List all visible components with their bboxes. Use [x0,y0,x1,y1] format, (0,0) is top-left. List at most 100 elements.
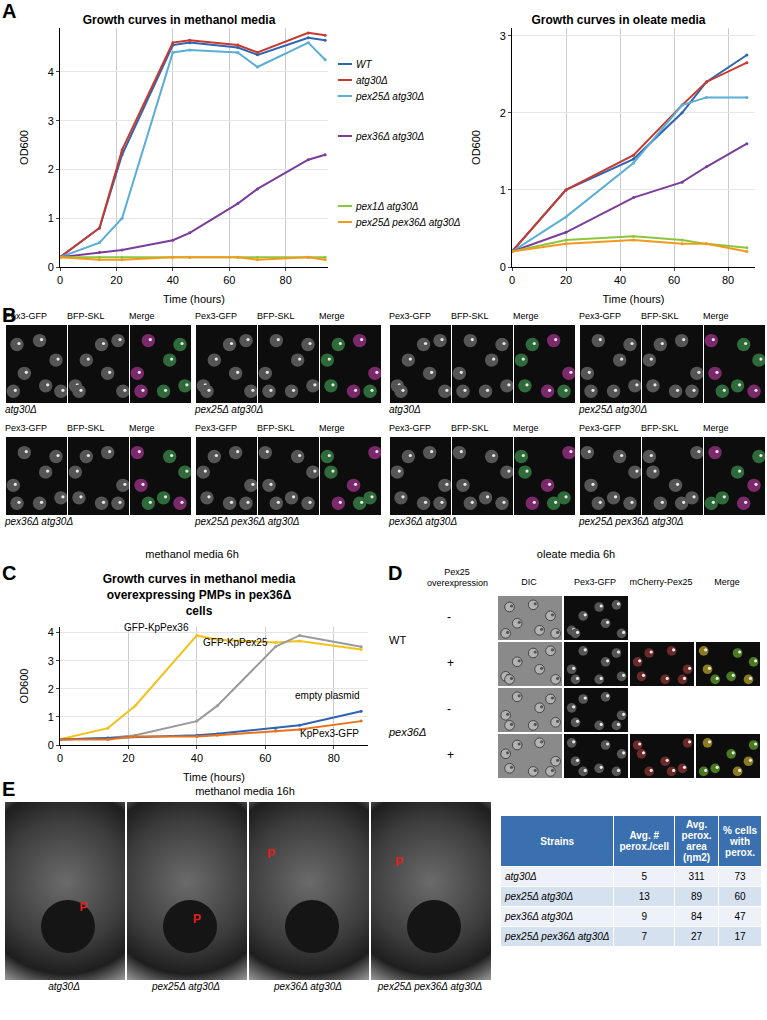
svg-text:0: 0 [48,739,54,751]
html-text:pex25Δ atg30Δ: pex25Δ atg30Δ [195,404,264,415]
html-text:WT: WT [389,634,407,646]
html-text:311: 311 [688,871,705,882]
svg-text:20: 20 [122,752,134,764]
svg-text:0: 0 [57,752,63,764]
svg-text:0: 0 [509,274,515,286]
html-text:Merge: Merge [129,311,155,321]
svg-text:4: 4 [48,66,54,78]
html-text:17: 17 [734,931,746,942]
svg-text:OD600: OD600 [18,130,30,165]
html-text:pex36Δ atg30Δ: pex36Δ atg30Δ [389,516,458,527]
html-text:Merge: Merge [319,311,345,321]
svg-text:GFP-KpPex25: GFP-KpPex25 [203,637,268,648]
svg-text:2: 2 [48,163,54,175]
html-text:methanol media 6h: methanol media 6h [145,548,239,560]
svg-text:Time (hours): Time (hours) [183,771,245,783]
html-text:pex25Δ pex36Δ atg30Δ: pex25Δ pex36Δ atg30Δ [356,216,461,228]
svg-text:1: 1 [48,711,54,723]
html-text:pex1Δ atg30Δ: pex1Δ atg30Δ [356,200,419,212]
svg-text:20: 20 [110,274,122,286]
svg-text:0: 0 [500,261,506,273]
svg-text:40: 40 [167,274,179,286]
svg-text:2: 2 [500,107,506,119]
html-text:atg30Δ: atg30Δ [505,871,537,882]
html-text:89: 89 [691,891,703,902]
html-text:pex25Δ atg30Δ: pex25Δ atg30Δ [151,981,220,992]
html-text:84: 84 [691,911,703,922]
html-text:Pex3-GFP: Pex3-GFP [195,311,237,321]
html-text:pex36Δ atg30Δ: pex36Δ atg30Δ [356,130,425,142]
html-text:pex36Δ: pex36Δ [389,726,427,738]
html-text:Pex3-GFP: Pex3-GFP [389,311,431,321]
html-text:BFP-SKL: BFP-SKL [451,311,489,321]
html-text:atg30Δ: atg30Δ [389,404,421,415]
html-text:atg30Δ: atg30Δ [48,981,80,992]
svg-text:Growth curves in oleate media: Growth curves in oleate media [531,13,705,27]
html-text:47: 47 [734,911,746,922]
html-text:BFP-SKL: BFP-SKL [641,311,679,321]
svg-text:2: 2 [48,683,54,695]
html-text:60: 60 [734,891,746,902]
html-text:pex25Δ atg30Δ: pex25Δ atg30Δ [505,891,574,902]
html-text:pex25Δ pex36Δ atg30Δ: pex25Δ pex36Δ atg30Δ [195,516,300,527]
svg-text:40: 40 [614,274,626,286]
svg-text:OD600: OD600 [470,130,482,165]
html-text:Pex3-GFP: Pex3-GFP [5,311,47,321]
svg-text:40: 40 [191,752,203,764]
html-text:methanol media 16h: methanol media 16h [195,785,295,797]
html-text:E: E [2,778,16,800]
svg-text:60: 60 [223,274,235,286]
svg-text:Time (hours): Time (hours) [603,293,665,305]
svg-text:3: 3 [48,655,54,667]
svg-text:1: 1 [500,184,506,196]
html-text:BFP-SKL: BFP-SKL [67,311,105,321]
svg-text:60: 60 [259,752,271,764]
svg-text:KpPex3-GFP: KpPex3-GFP [300,728,359,739]
svg-text:4: 4 [48,626,54,638]
html-text:pex25Δ pex36Δ atg30Δ: pex25Δ pex36Δ atg30Δ [377,981,483,992]
svg-text:0: 0 [48,261,54,273]
html-text:BFP-SKL: BFP-SKL [257,311,295,321]
svg-text:3: 3 [48,115,54,127]
svg-text:80: 80 [280,274,292,286]
html-text:pex36Δ atg30Δ: pex36Δ atg30Δ [505,911,574,922]
html-text:Avg. perox. area (ηm2): Avg. perox. area (ηm2) [681,819,712,863]
html-text:A: A [2,0,17,22]
html-text:oleate media 6h: oleate media 6h [536,548,616,560]
svg-text:Time (hours): Time (hours) [163,293,225,305]
html-text:pex25Δ atg30Δ: pex25Δ atg30Δ [579,404,648,415]
svg-text:60: 60 [668,274,680,286]
svg-text:20: 20 [560,274,572,286]
html-text:pex36Δ atg30Δ: pex36Δ atg30Δ [273,981,342,992]
html-text:% cells with perox.: % cells with perox. [723,824,757,858]
svg-text:OD600: OD600 [18,669,30,704]
svg-text:3: 3 [500,30,506,42]
svg-text:80: 80 [328,752,340,764]
html-text:D: D [388,562,403,584]
html-text:WT: WT [356,58,372,70]
svg-text:80: 80 [722,274,734,286]
html-text:pex25Δ pex36Δ atg30Δ: pex25Δ pex36Δ atg30Δ [505,931,610,942]
html-text:Pex3-GFP: Pex3-GFP [579,311,621,321]
html-text:atg30Δ: atg30Δ [356,74,388,86]
html-text:Merge: Merge [703,311,729,321]
html-text:atg30Δ: atg30Δ [5,404,37,415]
html-text:B: B [2,304,17,326]
svg-text:Growth curves in methanol medi: Growth curves in methanol mediaoverexpre… [103,572,296,617]
svg-text:1: 1 [48,212,54,224]
html-text:Pex25 overexpression: Pex25 overexpression [427,567,488,588]
html-text:73: 73 [734,871,746,882]
svg-text:Growth curves in methanol medi: Growth curves in methanol media [83,13,276,27]
html-text:27: 27 [691,931,703,942]
html-text:C: C [2,562,17,584]
html-text:Strains: Strains [540,835,575,847]
svg-text:0: 0 [57,274,63,286]
html-text:pex25Δ pex36Δ atg30Δ: pex25Δ pex36Δ atg30Δ [579,516,684,527]
html-text:13: 13 [638,891,650,902]
html-text:Avg. # perox./cell: Avg. # perox./cell [619,830,669,852]
html-text:pex36Δ atg30Δ: pex36Δ atg30Δ [5,516,74,527]
html-text:pex25Δ atg30Δ: pex25Δ atg30Δ [356,90,425,102]
svg-text:GFP-KpPex36: GFP-KpPex36 [124,622,189,633]
svg-text:empty plasmid: empty plasmid [295,690,359,701]
html-text:Merge: Merge [513,311,539,321]
